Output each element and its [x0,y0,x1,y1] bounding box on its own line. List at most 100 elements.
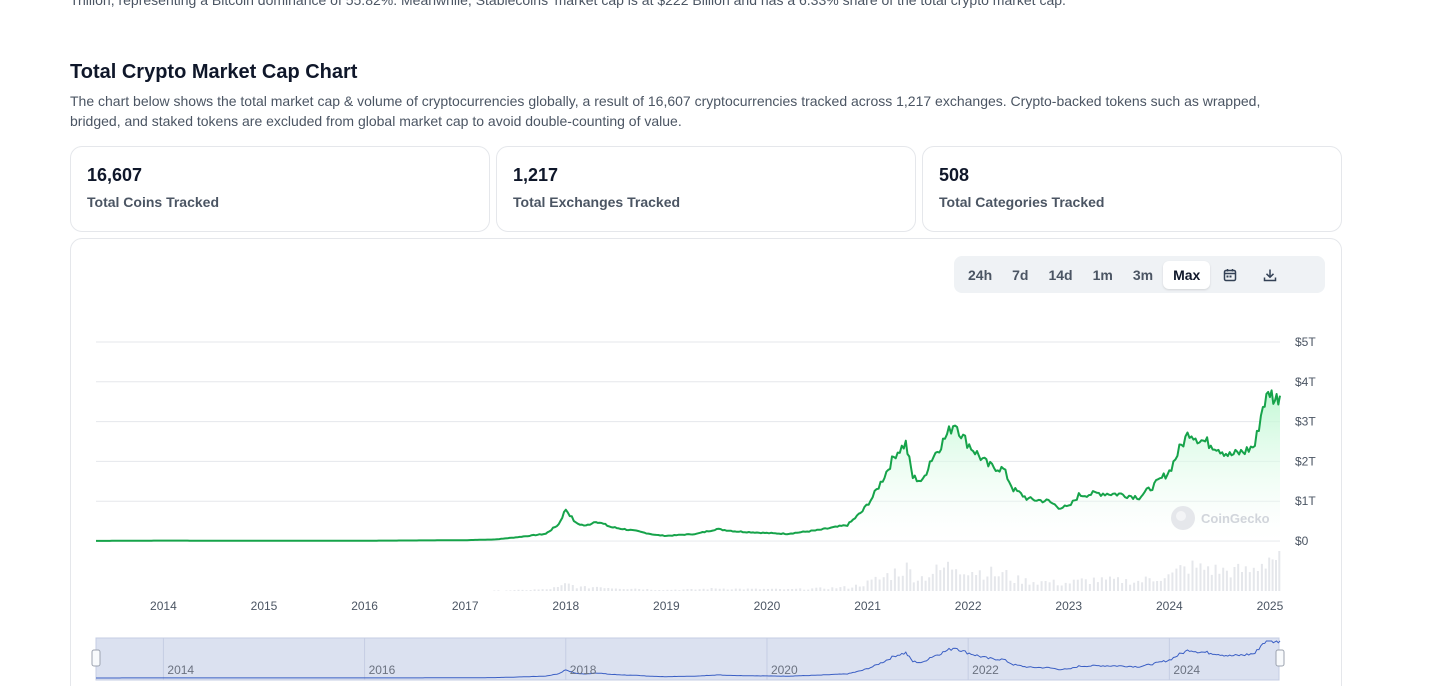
volume-bar [1167,574,1170,591]
volume-bar [1121,583,1124,591]
volume-bar [1068,583,1071,591]
x-tick-label: 2019 [653,599,680,613]
volume-bar [779,589,781,591]
y-tick-label: $4T [1295,375,1316,389]
volume-bar [1125,579,1128,591]
volume-bar [767,589,769,591]
volume-bar [505,590,508,591]
volume-bar [690,589,693,591]
volume-bar [666,589,669,591]
volume-bar [870,579,873,591]
x-tick-label: 2016 [351,599,378,613]
volume-bar [1237,563,1240,591]
x-tick-label: 2014 [150,599,177,613]
volume-bar [878,579,881,591]
volume-bar [698,589,701,591]
volume-bar [1195,567,1198,591]
stat-value: 1,217 [513,165,559,185]
market-cap-line [96,389,1281,542]
volume-bar [734,588,737,591]
volume-bar [1024,578,1027,591]
navigator-tick-label: 2024 [1173,663,1200,677]
volume-bar [1199,563,1202,591]
download-icon[interactable] [1250,261,1290,289]
volume-bar [571,585,574,591]
volume-bar [997,576,1000,591]
coingecko-watermark: CoinGecko [1171,506,1270,530]
volume-bar [611,588,613,591]
navigator-handle-right[interactable] [1275,649,1285,667]
volume-bar [626,589,629,591]
navigator-tick-label: 2018 [570,663,597,677]
volume-bar [1241,572,1243,591]
range-7d-button[interactable]: 7d [1012,266,1029,283]
volume-bar [1248,572,1251,591]
volume-bar [1207,566,1210,591]
range-navigator[interactable]: 2014 2016 2018 2020 2022 2024 [91,637,1285,681]
volume-bar [993,576,996,591]
navigator-tick-label: 2020 [771,663,798,677]
section-title: Total Crypto Market Cap Chart [70,61,358,83]
navigator-handle-left[interactable] [91,649,101,667]
volume-bar [718,588,721,591]
volume-bar [1005,570,1008,591]
watermark-text: CoinGecko [1201,511,1270,526]
volume-bar [1129,584,1132,591]
volume-bar [811,588,814,591]
range-max-button[interactable]: Max [1163,260,1211,289]
volume-bar [591,587,594,591]
chart-card [70,238,1342,686]
volume-bar [847,588,850,591]
volume-bar [742,589,745,591]
x-tick-label: 2021 [854,599,881,613]
volume-bar [1040,581,1043,591]
volume-bar [1256,571,1259,591]
volume-bar [1028,584,1031,591]
volume-bar [807,589,810,591]
volume-bar [971,572,974,591]
volume-bar [1222,567,1225,591]
volume-bar [1105,579,1107,591]
volume-bar [682,589,685,591]
volume-bar [775,588,777,591]
range-1m-button[interactable]: 1m [1092,266,1113,283]
navigator-window[interactable] [95,637,1280,681]
volume-bar [706,589,709,591]
volume-bar [533,589,536,591]
y-tick-label: $5T [1295,335,1316,349]
volume-bar [1252,567,1255,591]
volume-bar [564,583,566,591]
volume-bar [862,586,865,591]
range-14d-button[interactable]: 14d [1048,266,1073,283]
volume-bar [529,590,532,591]
volume-bar [1076,579,1079,591]
x-tick-label: 2023 [1055,599,1082,613]
volume-bar [1100,577,1103,591]
volume-bar [967,575,970,591]
stat-value: 508 [939,165,970,185]
volume-bar [1096,582,1099,591]
y-tick-label: $1T [1295,494,1316,508]
volume-bar [839,587,842,591]
volume-bar [1260,563,1263,591]
volume-bar [1017,575,1020,591]
x-tick-label: 2015 [251,599,278,613]
volume-bar [1159,580,1162,591]
volume-bar [951,569,954,591]
volume-bar [678,590,681,591]
x-tick-label: 2022 [955,599,982,613]
volume-bar [746,588,749,591]
volume-bar [702,588,705,591]
volume-bar [771,588,773,591]
range-3m-button[interactable]: 3m [1132,266,1154,283]
volume-bar [909,569,912,591]
volume-bar [963,574,966,591]
volume-bar [827,589,830,591]
volume-bar [886,573,889,591]
calendar-icon[interactable] [1210,261,1250,289]
stat-card-categories: 508 Total Categories Tracked [922,146,1342,232]
range-24h-button[interactable]: 24h [968,266,993,283]
volume-bar [1009,580,1012,591]
volume-bar [537,589,540,591]
